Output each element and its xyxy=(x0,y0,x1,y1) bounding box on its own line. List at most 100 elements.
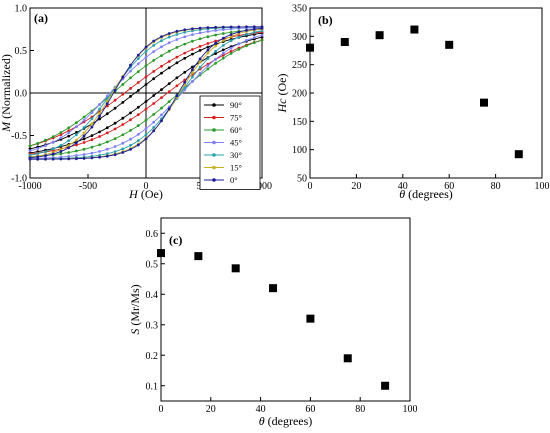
x-tick-label: 100 xyxy=(535,181,550,192)
series-point xyxy=(59,131,63,134)
y-tick-label: 0.4 xyxy=(146,290,159,301)
series-point xyxy=(121,116,125,120)
series-point xyxy=(237,42,241,46)
series-point xyxy=(206,30,210,33)
series-6 xyxy=(28,25,264,161)
series-point xyxy=(82,126,86,129)
data-point xyxy=(514,150,523,159)
series-point xyxy=(167,35,171,39)
data-point xyxy=(269,284,278,293)
series-point xyxy=(183,70,187,74)
data-point xyxy=(343,354,352,363)
x-tick-label: 40 xyxy=(256,404,266,415)
series-point xyxy=(67,157,71,161)
x-tick-label: 80 xyxy=(355,404,365,415)
series-point xyxy=(113,121,117,125)
series-point xyxy=(183,86,187,89)
series-point xyxy=(129,63,132,67)
series-point xyxy=(214,29,218,32)
series-point xyxy=(44,144,47,148)
series-point xyxy=(90,125,94,129)
series-point xyxy=(90,151,94,155)
series-point xyxy=(198,31,202,35)
series-point xyxy=(136,62,140,66)
series-point xyxy=(160,88,163,91)
series-point xyxy=(82,131,86,135)
data-point xyxy=(340,38,349,46)
series-point xyxy=(183,28,187,32)
series-point xyxy=(75,154,78,157)
series-point xyxy=(136,124,140,127)
series-point xyxy=(167,32,171,35)
series-point xyxy=(121,75,125,79)
series-point xyxy=(105,131,109,135)
series-point xyxy=(160,96,163,99)
series-point xyxy=(75,121,78,125)
series-point xyxy=(113,106,117,110)
legend-marker xyxy=(212,165,216,170)
series-point xyxy=(75,125,78,129)
series-point xyxy=(214,44,218,48)
plot-frame xyxy=(160,217,411,402)
series-point xyxy=(252,41,256,45)
series-point xyxy=(175,46,179,49)
series-point xyxy=(90,156,94,160)
series-point xyxy=(144,127,148,131)
series-point xyxy=(214,39,218,43)
series-point xyxy=(67,134,71,138)
series-point xyxy=(67,131,71,135)
series-point xyxy=(90,117,94,121)
series-point xyxy=(121,151,125,154)
series-point xyxy=(105,140,109,144)
legend-marker xyxy=(212,178,216,182)
series-point xyxy=(229,39,233,43)
x-tick-label: 1000 xyxy=(252,181,272,192)
series-point xyxy=(144,55,148,59)
x-tick-label: -1000 xyxy=(18,181,41,192)
series-point xyxy=(167,60,171,63)
series-point xyxy=(44,154,47,158)
series-point xyxy=(229,30,233,34)
series-point xyxy=(113,127,117,131)
series-point xyxy=(51,140,55,144)
series-point xyxy=(198,44,202,48)
series-point xyxy=(183,51,187,55)
series-point xyxy=(260,33,264,37)
series-point xyxy=(221,32,225,35)
series-point xyxy=(121,133,125,137)
series-point xyxy=(90,122,94,126)
series-point xyxy=(75,149,78,153)
series-point xyxy=(183,80,187,84)
y-tick-label: 0.6 xyxy=(146,229,159,240)
series-point xyxy=(136,143,140,147)
series-point xyxy=(191,27,194,31)
y-tick-label: 0.5 xyxy=(146,259,159,270)
series-point xyxy=(237,30,241,34)
y-tick-label: 350 xyxy=(292,4,307,15)
series-point xyxy=(175,94,179,98)
series-point xyxy=(44,157,47,161)
series-point xyxy=(152,113,156,116)
series-point xyxy=(252,27,256,31)
series-point xyxy=(160,35,163,38)
data-point xyxy=(445,40,454,49)
series-point xyxy=(98,155,101,159)
series-point xyxy=(183,56,187,60)
series-point xyxy=(191,48,194,51)
series-point xyxy=(160,71,163,75)
series-point xyxy=(36,157,40,161)
series-point xyxy=(152,59,156,62)
series-point xyxy=(191,80,194,83)
y-tick-label: 0.1 xyxy=(146,381,159,392)
series-point xyxy=(221,39,225,42)
y-tick-label: 200 xyxy=(292,89,307,100)
series-point xyxy=(82,134,86,138)
data-point xyxy=(231,264,240,273)
panel-a: -1000-50005001000-1.0-0.50.00.51.0(a)H (… xyxy=(0,4,272,202)
series-point xyxy=(260,25,264,29)
series-point xyxy=(67,151,71,154)
y-tick-label: 50 xyxy=(297,174,307,185)
series-point xyxy=(90,111,94,114)
series-point xyxy=(28,144,32,148)
y-tick-label: -1.0 xyxy=(11,174,27,185)
